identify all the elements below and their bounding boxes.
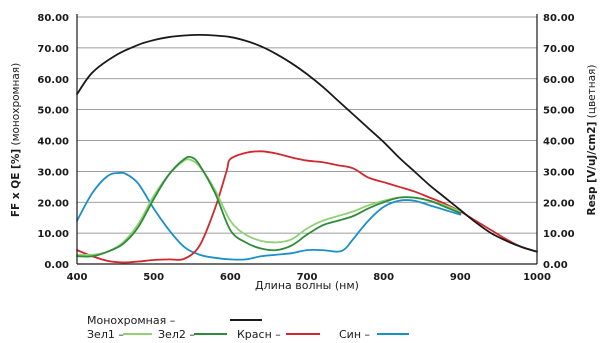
series-line-mono (76, 34, 538, 253)
x-tick-label: 400 (67, 272, 88, 283)
legend-label-blue: Син – (339, 328, 370, 341)
series-line-blue (76, 171, 462, 261)
legend-label-red: Красн – (237, 328, 281, 341)
x-tick-label: 600 (220, 272, 241, 283)
y-tick-label-right: 40.00 (543, 137, 575, 148)
x-tick-label: 500 (143, 272, 164, 283)
legend-item-green1: Зел1 – (87, 328, 152, 341)
legend-label-green1: Зел1 – (87, 328, 124, 341)
y-tick-label-right: 80.00 (543, 13, 575, 24)
y-tick-label-right: 50.00 (543, 106, 575, 117)
y-tick-label-left: 80.00 (37, 13, 69, 24)
y-tick-label-right: 30.00 (543, 167, 575, 178)
x-tick-label: 1000 (523, 272, 551, 283)
series-line-green2 (76, 155, 462, 258)
series-lines (76, 34, 538, 264)
y-tick-label-left: 20.00 (37, 198, 69, 209)
series-line-green1 (76, 158, 462, 256)
y-tick-label-right: 20.00 (543, 198, 575, 209)
y-axis-label-left-bold: FF x QE [%] (10, 149, 22, 217)
tick-labels: 0.00 0.00 10.00 10.00 20.00 20.00 30.00 30.00 40… (37, 13, 574, 283)
y-tick-label-right: 10.00 (543, 229, 575, 240)
y-tick-label-left: 70.00 (37, 44, 69, 55)
y-tick-label-left: 40.00 (37, 137, 69, 148)
x-axis-label: Длина волны (нм) (255, 279, 359, 292)
y-axis-label-left-normal: (монохромная) (10, 63, 22, 149)
y-tick-label-left: 60.00 (37, 75, 69, 86)
y-axis-label-right-bold: Resp [V/uJ/cm2] (586, 122, 598, 216)
y-axis-label-left: FF x QE [%] (монохромная) (10, 63, 22, 217)
y-tick-label-left: 0.00 (44, 260, 69, 271)
y-tick-label-right: 60.00 (543, 75, 575, 86)
x-tick-label: 800 (373, 272, 394, 283)
axes (76, 14, 538, 265)
legend-item-red: Красн – (237, 328, 320, 341)
y-tick-label-left: 50.00 (37, 106, 69, 117)
y-tick-label-left: 30.00 (37, 167, 69, 178)
legend-item-mono: Монохромная – (87, 314, 262, 327)
y-axis-label-right: Resp [V/uJ/cm2] (цветная) (586, 65, 598, 216)
legend: Монохромная – Зел1 – Зел2 – Красн – Син … (87, 314, 409, 341)
legend-label-mono: Монохромная – (87, 314, 175, 327)
y-tick-label-right: 70.00 (543, 44, 575, 55)
x-tick-label: 900 (450, 272, 471, 283)
y-tick-label-left: 10.00 (37, 229, 69, 240)
legend-item-blue: Син – (339, 328, 409, 341)
y-axis-label-right-normal: (цветная) (586, 65, 598, 122)
gridlines (77, 16, 537, 234)
legend-label-green2: Зел2 – (158, 328, 195, 341)
y-tick-label-right: 0.00 (543, 260, 568, 271)
legend-item-green2: Зел2 – (158, 328, 227, 341)
x-tick-label: 700 (297, 272, 318, 283)
series-line-red (76, 150, 538, 264)
